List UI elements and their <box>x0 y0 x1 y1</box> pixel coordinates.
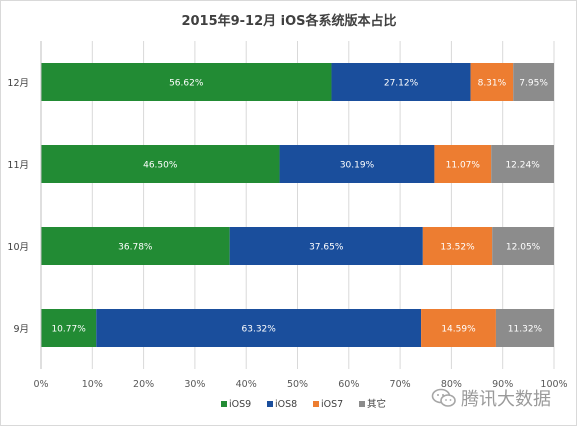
x-tick-label: 100% <box>540 379 567 390</box>
legend-label: iOS8 <box>275 399 297 410</box>
legend-swatch <box>313 401 319 407</box>
legend-label: iOS7 <box>321 399 343 410</box>
bar-segment <box>434 145 492 183</box>
x-tick-label: 80% <box>441 379 462 390</box>
data-label: 10.77% <box>51 325 86 335</box>
bar-segment <box>495 309 554 347</box>
data-label: 14.59% <box>441 325 476 335</box>
category-label: 9月 <box>13 324 29 335</box>
bar-segment <box>41 309 97 347</box>
data-label: 12.05% <box>506 243 541 253</box>
x-tick-label: 30% <box>184 379 205 390</box>
legend-label: 其它 <box>367 398 386 410</box>
bar-segment <box>96 309 422 347</box>
data-label: 46.50% <box>143 161 178 171</box>
bar-segment <box>229 227 423 265</box>
legend-swatch <box>359 401 365 407</box>
category-label: 10月 <box>7 242 29 253</box>
x-tick-label: 70% <box>390 379 411 390</box>
bar-segment <box>421 309 496 347</box>
bar-segment <box>41 227 230 265</box>
x-tick-label: 40% <box>236 379 257 390</box>
watermark: 腾讯大数据 <box>431 385 551 411</box>
wechat-icon <box>431 388 456 407</box>
watermark-text: 腾讯大数据 <box>461 389 551 410</box>
x-tick-label: 60% <box>338 379 359 390</box>
bar-segment <box>470 63 514 101</box>
bar-segment <box>41 63 332 101</box>
bar-segment <box>331 63 471 101</box>
legend-label: iOS9 <box>229 399 251 410</box>
bar-segment <box>492 227 554 265</box>
data-label: 56.62% <box>169 79 204 89</box>
bar-segment <box>422 227 493 265</box>
data-label: 37.65% <box>309 243 344 253</box>
x-tick-label: 20% <box>133 379 154 390</box>
legend-swatch <box>221 401 227 407</box>
x-tick-label: 90% <box>492 379 513 390</box>
data-label: 12.24% <box>505 161 540 171</box>
x-tick-label: 50% <box>287 379 308 390</box>
legend-swatch <box>267 401 273 407</box>
data-label: 13.52% <box>440 243 475 253</box>
data-label: 30.19% <box>340 161 375 171</box>
data-label: 11.32% <box>508 325 543 335</box>
data-label: 8.31% <box>478 79 507 89</box>
data-label: 36.78% <box>118 243 153 253</box>
category-label: 11月 <box>7 160 29 171</box>
bar-segment <box>279 145 435 183</box>
data-label: 11.07% <box>446 161 481 171</box>
x-tick-label: 10% <box>82 379 103 390</box>
bar-segment <box>41 145 280 183</box>
chart-title: 2015年9-12月 iOS各系统版本占比 <box>181 13 396 29</box>
bar-segment <box>491 145 554 183</box>
data-label: 7.95% <box>519 79 548 89</box>
data-label: 63.32% <box>242 325 277 335</box>
bar-segment <box>513 63 554 101</box>
x-tick-label: 0% <box>33 379 48 390</box>
data-label: 27.12% <box>384 79 419 89</box>
category-label: 12月 <box>7 78 29 89</box>
